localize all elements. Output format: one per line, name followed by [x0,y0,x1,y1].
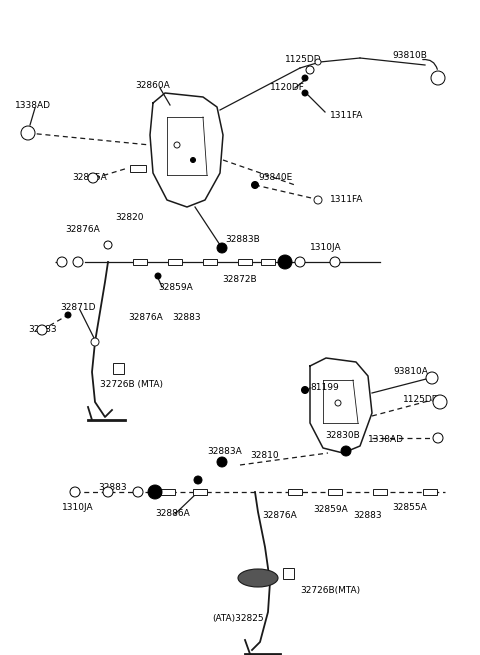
Circle shape [433,395,447,409]
Circle shape [148,485,162,499]
Text: 93810A: 93810A [393,367,428,377]
Circle shape [306,66,314,74]
Bar [193,489,207,495]
Bar [112,362,123,373]
Text: (ATA)32825: (ATA)32825 [212,614,264,622]
Text: 32876A: 32876A [262,510,297,519]
Circle shape [174,142,180,148]
Bar [130,164,146,172]
Text: 32859A: 32859A [158,282,193,291]
Bar [283,567,293,578]
Bar [168,259,182,265]
Text: 81199: 81199 [310,383,339,392]
Text: 32883: 32883 [172,314,201,322]
Text: 32876A: 32876A [128,314,163,322]
Text: 32886A: 32886A [155,508,190,517]
Bar [288,489,302,495]
Text: 32883: 32883 [28,326,57,335]
Circle shape [335,400,341,406]
Bar [238,259,252,265]
Circle shape [302,75,308,81]
Text: 32883: 32883 [353,510,382,519]
Text: 32883: 32883 [98,483,127,493]
Bar [133,259,147,265]
Circle shape [341,446,351,456]
Text: 32726B(MTA): 32726B(MTA) [300,586,360,595]
Circle shape [314,196,322,204]
Text: 32859A: 32859A [313,506,348,514]
Text: 1311FA: 1311FA [330,111,363,119]
Text: 32883B: 32883B [225,236,260,244]
Circle shape [217,243,227,253]
Circle shape [65,312,71,318]
Text: 1338AD: 1338AD [15,100,51,109]
Circle shape [315,59,321,65]
Bar [261,259,275,265]
Circle shape [73,257,83,267]
Circle shape [70,487,80,497]
Circle shape [191,157,195,162]
Bar [423,489,437,495]
Text: 1310JA: 1310JA [62,504,94,512]
Circle shape [217,457,227,467]
Text: 32726B (MTA): 32726B (MTA) [100,381,163,390]
Text: 1310JA: 1310JA [310,244,342,252]
Text: 32883A: 32883A [207,447,242,457]
Circle shape [426,372,438,384]
Text: 93810B: 93810B [392,50,427,60]
Text: 32820: 32820 [115,214,144,223]
Text: 32830B: 32830B [325,430,360,440]
Circle shape [295,257,305,267]
Circle shape [431,71,445,85]
Circle shape [330,257,340,267]
Circle shape [301,386,309,394]
Text: 32876A: 32876A [65,225,100,234]
Circle shape [194,476,202,484]
Text: 32860A: 32860A [135,81,170,90]
Bar [161,489,175,495]
Circle shape [103,487,113,497]
Circle shape [302,90,308,96]
Text: 1120DF: 1120DF [270,83,305,92]
Text: 32855A: 32855A [392,504,427,512]
Text: 32810: 32810 [250,451,278,460]
Circle shape [104,241,112,249]
Circle shape [133,487,143,497]
Text: 1125DD: 1125DD [285,56,322,64]
Circle shape [57,257,67,267]
Bar [328,489,342,495]
Ellipse shape [238,569,278,587]
Circle shape [155,273,161,279]
Circle shape [88,173,98,183]
Text: 1311FA: 1311FA [330,195,363,204]
Circle shape [252,181,259,189]
Circle shape [278,255,292,269]
Text: 32855A: 32855A [72,174,107,183]
Bar [203,259,217,265]
Text: 32872B: 32872B [222,276,257,284]
Circle shape [21,126,35,140]
Circle shape [91,338,99,346]
Text: 93840E: 93840E [258,174,292,183]
Bar [373,489,387,495]
Text: 1125DD: 1125DD [403,396,440,405]
Circle shape [433,433,443,443]
Text: 32871D: 32871D [60,303,96,312]
Text: 1338AD: 1338AD [368,436,404,445]
Circle shape [37,325,47,335]
